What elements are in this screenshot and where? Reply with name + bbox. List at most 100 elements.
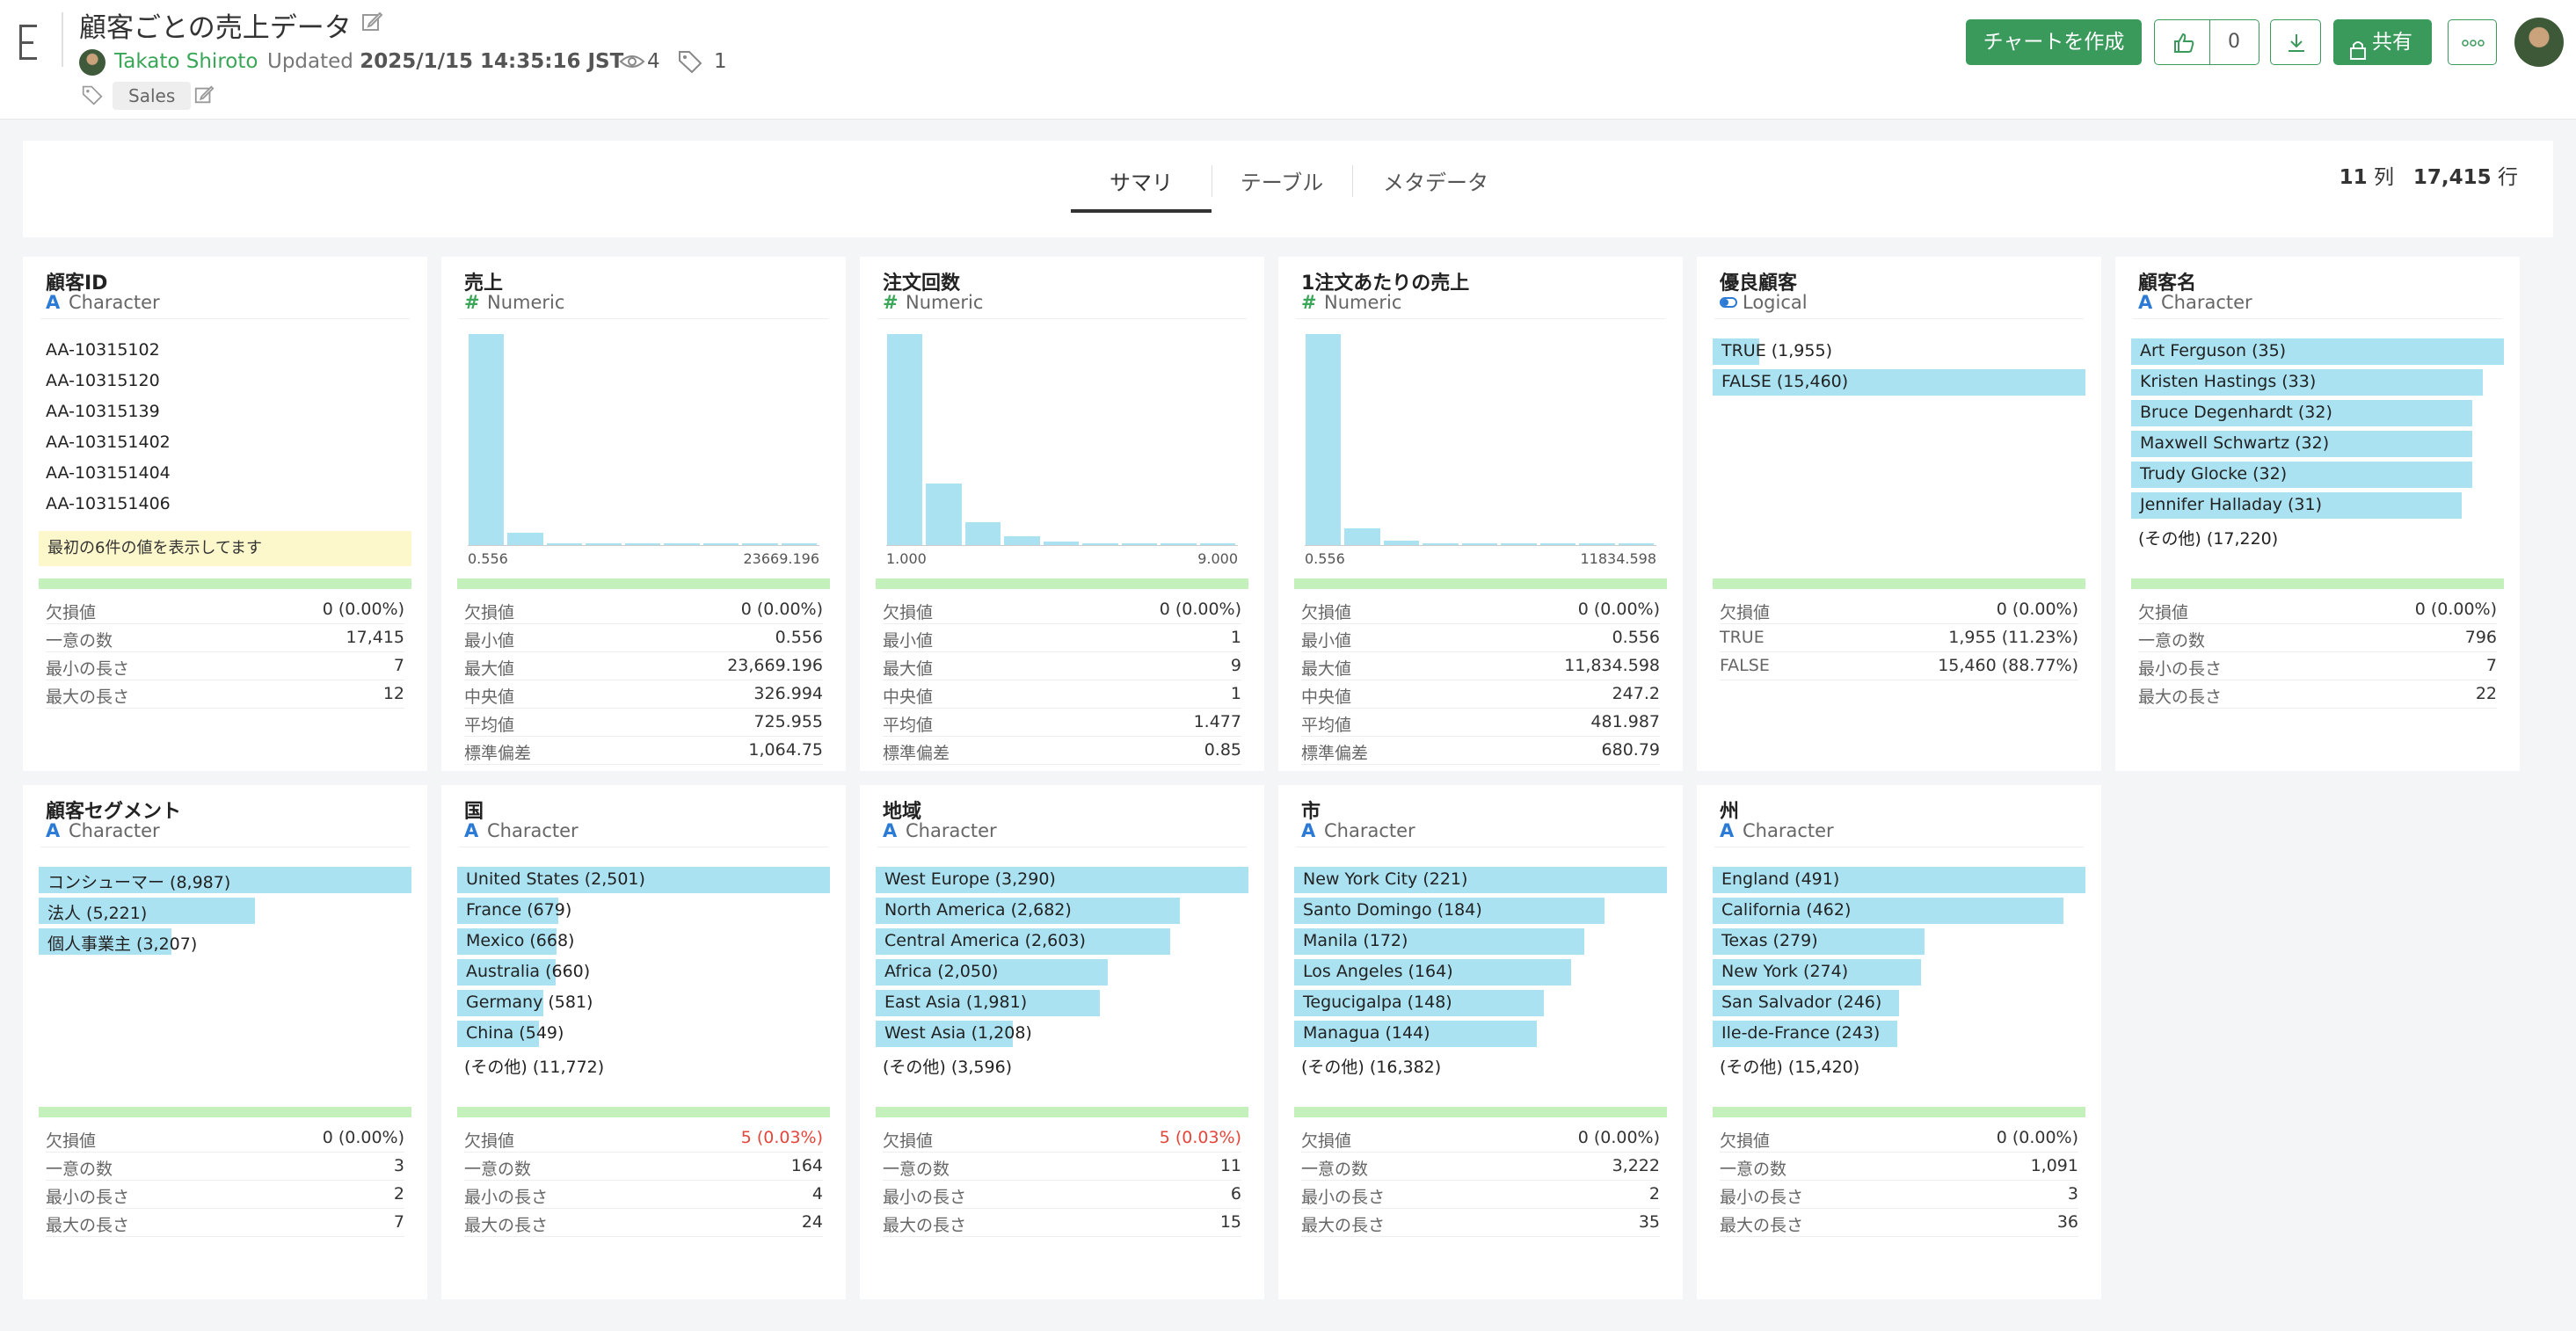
category-bar-row[interactable]: New York (274)	[1713, 959, 2085, 986]
category-bar-row[interactable]: Bruce Degenhardt (32)	[2131, 400, 2504, 426]
category-bar-row[interactable]: Ile-de-France (243)	[1713, 1021, 2085, 1047]
create-chart-button[interactable]: チャートを作成	[1966, 19, 2142, 65]
stat-value: 2	[393, 1184, 404, 1204]
tab-metadata[interactable]: メタデータ	[1383, 171, 1488, 195]
stat-row: 一意の数 11	[883, 1153, 1241, 1181]
stat-label: TRUE	[1720, 628, 1765, 647]
category-bar-row[interactable]: 個人事業主 (3,207)	[39, 928, 411, 955]
histogram-bar[interactable]	[1344, 527, 1380, 545]
category-bar-fill	[457, 867, 830, 893]
category-bar-fill	[1294, 959, 1571, 986]
histogram-bar[interactable]	[887, 334, 923, 545]
tab-summary[interactable]: サマリ	[1110, 171, 1173, 195]
category-bar-row[interactable]: Tegucigalpa (148)	[1294, 990, 1667, 1016]
category-bar-row[interactable]: Australia (660)	[457, 959, 830, 986]
category-bar-row[interactable]: コンシューマー (8,987)	[39, 867, 411, 893]
value-item: AA-10315102	[46, 340, 160, 360]
histogram-bar[interactable]	[1161, 543, 1197, 545]
histogram-bar[interactable]	[546, 542, 583, 545]
edit-title-icon[interactable]	[360, 11, 383, 33]
category-bar-row[interactable]: Los Angeles (164)	[1294, 959, 1667, 986]
category-bar-row[interactable]: California (462)	[1713, 898, 2085, 924]
category-bar-row[interactable]: Maxwell Schwartz (32)	[2131, 431, 2504, 457]
preview-note: 最初の6件の値を表示してます	[39, 531, 411, 566]
category-bar-label: Australia (660)	[466, 962, 591, 981]
user-avatar[interactable]	[2514, 18, 2564, 67]
column-type-label: Character	[69, 820, 160, 841]
category-bar-row[interactable]: Africa (2,050)	[876, 959, 1248, 986]
download-button[interactable]	[2270, 19, 2321, 65]
category-bar-label: West Asia (1,208)	[884, 1023, 1032, 1043]
like-button-group[interactable]: 0	[2154, 19, 2259, 65]
histogram-bar[interactable]	[964, 521, 1001, 545]
category-bar-row[interactable]: England (491)	[1713, 867, 2085, 893]
category-bar-fill	[457, 898, 558, 924]
histogram-bar[interactable]	[586, 543, 622, 545]
exploratory-logo-icon[interactable]	[16, 25, 40, 60]
category-bar-row[interactable]: Trudy Glocke (32)	[2131, 462, 2504, 488]
category-bar-row[interactable]: Manila (172)	[1294, 928, 1667, 955]
category-bar-row[interactable]: North America (2,682)	[876, 898, 1248, 924]
category-bar-row[interactable]: FALSE (15,460)	[1713, 369, 2085, 396]
histogram-bar[interactable]	[664, 543, 700, 545]
histogram-bar[interactable]	[1423, 543, 1459, 545]
category-bar-row[interactable]: Jennifer Halladay (31)	[2131, 492, 2504, 519]
histogram-bar[interactable]	[1043, 542, 1080, 545]
histogram-bar[interactable]	[781, 543, 817, 545]
more-options-button[interactable]	[2448, 19, 2497, 65]
category-bar-row[interactable]: Santo Domingo (184)	[1294, 898, 1667, 924]
column-name: 国	[464, 801, 484, 823]
histogram-bar[interactable]	[1306, 334, 1342, 545]
tab-table[interactable]: テーブル	[1240, 171, 1324, 195]
stat-label: 一意の数	[46, 1160, 113, 1179]
histogram-bar[interactable]	[507, 532, 543, 545]
category-bar-row[interactable]: New York City (221)	[1294, 867, 1667, 893]
histogram-bar[interactable]	[1004, 536, 1040, 545]
category-bar-fill	[2131, 369, 2483, 396]
histogram-bar[interactable]	[1199, 543, 1235, 545]
category-bar-row[interactable]: Kristen Hastings (33)	[2131, 369, 2504, 396]
histogram-bar[interactable]	[1579, 543, 1615, 545]
stat-value: 2	[1648, 1184, 1660, 1204]
stat-value: 1	[1230, 684, 1241, 703]
stat-row: 最大の長さ 12	[46, 680, 404, 709]
histogram-bar[interactable]	[926, 484, 962, 545]
histogram-bar[interactable]	[469, 334, 505, 545]
tag-chip-sales[interactable]: Sales	[113, 82, 192, 110]
histogram-bar[interactable]	[742, 543, 778, 545]
histogram-bar[interactable]	[1539, 543, 1576, 545]
histogram-bar[interactable]	[702, 543, 739, 545]
histogram-bar[interactable]	[1082, 542, 1118, 545]
column-card: 顧客セグメント A Character コンシューマー (8,987) 法人 (5,22…	[23, 785, 427, 1299]
category-bar-label: 法人 (5,221)	[47, 904, 148, 923]
category-bar-row[interactable]: Art Ferguson (35)	[2131, 338, 2504, 365]
share-button[interactable]: 共有	[2333, 19, 2432, 65]
stat-label: 一意の数	[1301, 1160, 1369, 1179]
histogram-bar[interactable]	[1383, 541, 1420, 545]
histogram-bar[interactable]	[624, 543, 661, 545]
histogram-bar[interactable]	[1501, 543, 1537, 545]
category-bar-row[interactable]: West Asia (1,208)	[876, 1021, 1248, 1047]
category-bar-label: West Europe (3,290)	[884, 869, 1056, 889]
column-card: 1注文あたりの売上 # Numeric 0.556 11834.598 欠損値 0 (0.0…	[1278, 257, 1683, 771]
more-dots-icon	[2461, 36, 2485, 48]
category-bar-row[interactable]: 法人 (5,221)	[39, 898, 411, 924]
histogram-bar[interactable]	[1618, 543, 1654, 545]
category-bar-row[interactable]: West Europe (3,290)	[876, 867, 1248, 893]
histogram-bar[interactable]	[1121, 543, 1158, 545]
author-name[interactable]: Takato Shiroto	[114, 50, 258, 73]
category-bar-row[interactable]: East Asia (1,981)	[876, 990, 1248, 1016]
category-bar-row[interactable]: Central America (2,603)	[876, 928, 1248, 955]
category-bar-row[interactable]: Germany (581)	[457, 990, 830, 1016]
stat-label: 中央値	[464, 687, 515, 707]
edit-tags-icon[interactable]	[193, 84, 215, 105]
category-bar-row[interactable]: France (679)	[457, 898, 830, 924]
histogram-bar[interactable]	[1461, 543, 1498, 545]
category-bar-row[interactable]: United States (2,501)	[457, 867, 830, 893]
category-bar-row[interactable]: China (549)	[457, 1021, 830, 1047]
category-bar-row[interactable]: Managua (144)	[1294, 1021, 1667, 1047]
category-bar-row[interactable]: Texas (279)	[1713, 928, 2085, 955]
category-bar-row[interactable]: San Salvador (246)	[1713, 990, 2085, 1016]
category-bar-row[interactable]: Mexico (668)	[457, 928, 830, 955]
category-bar-row[interactable]: TRUE (1,955)	[1713, 338, 2085, 365]
